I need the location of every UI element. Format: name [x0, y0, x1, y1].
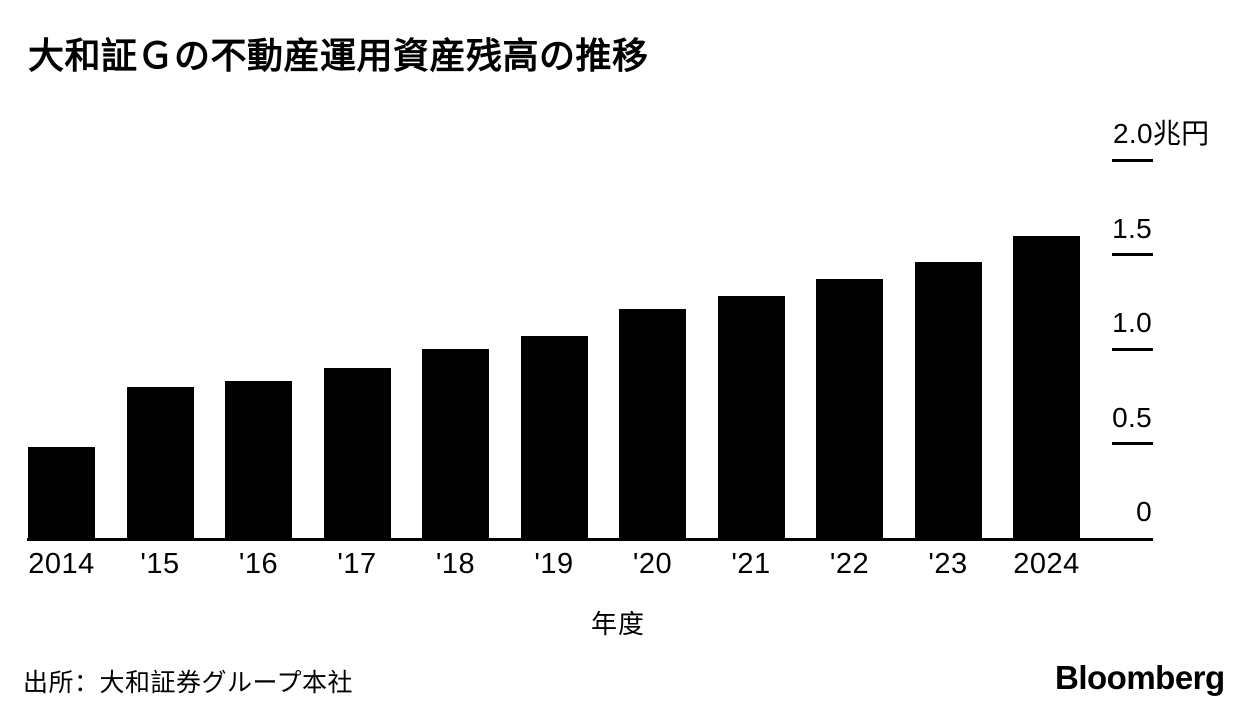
chart-title: 大和証Ｇの不動産運用資産残高の推移 — [28, 35, 649, 76]
x-tick-label: 2014 — [28, 548, 95, 580]
x-axis-title: 年度 — [590, 609, 645, 639]
y-tick-label: 0 — [1136, 496, 1152, 527]
x-tick-label: '21 — [731, 548, 771, 580]
bar-18 — [422, 349, 489, 538]
x-tick-label: '22 — [829, 548, 870, 580]
y-tick-mark — [1112, 158, 1153, 162]
x-tick-label: '19 — [534, 548, 574, 580]
bar-19 — [520, 335, 588, 538]
y-tick-label: 2.0兆円 — [1113, 118, 1210, 149]
source-note: 出所：大和証券グループ本社 — [23, 669, 354, 697]
bar-22 — [816, 279, 883, 538]
x-axis-line — [27, 538, 1153, 541]
y-tick-mark — [1112, 253, 1153, 256]
y-tick-label: 1.5 — [1112, 212, 1152, 244]
x-tick-label: 2024 — [1013, 548, 1080, 580]
x-tick-label: '18 — [435, 548, 476, 580]
x-tick-label: '16 — [238, 548, 279, 580]
y-tick-label: 1.0 — [1112, 307, 1152, 338]
bar-2014 — [28, 447, 95, 538]
bar-21 — [717, 296, 785, 538]
y-tick-mark — [1112, 442, 1153, 445]
bar-16 — [225, 381, 292, 538]
x-tick-label: '15 — [140, 548, 180, 580]
x-tick-label: '17 — [337, 548, 377, 580]
y-tick-mark — [1112, 347, 1153, 351]
bar-15 — [126, 386, 194, 538]
x-tick-label: '20 — [632, 548, 673, 580]
bar-20 — [619, 309, 686, 538]
bar-23 — [914, 262, 982, 538]
bar-17 — [323, 367, 391, 538]
y-tick-label: 0.5 — [1112, 401, 1152, 433]
bloomberg-logo: Bloomberg — [1055, 659, 1225, 696]
x-tick-label: '23 — [928, 548, 968, 580]
bar-2024 — [1013, 235, 1080, 538]
